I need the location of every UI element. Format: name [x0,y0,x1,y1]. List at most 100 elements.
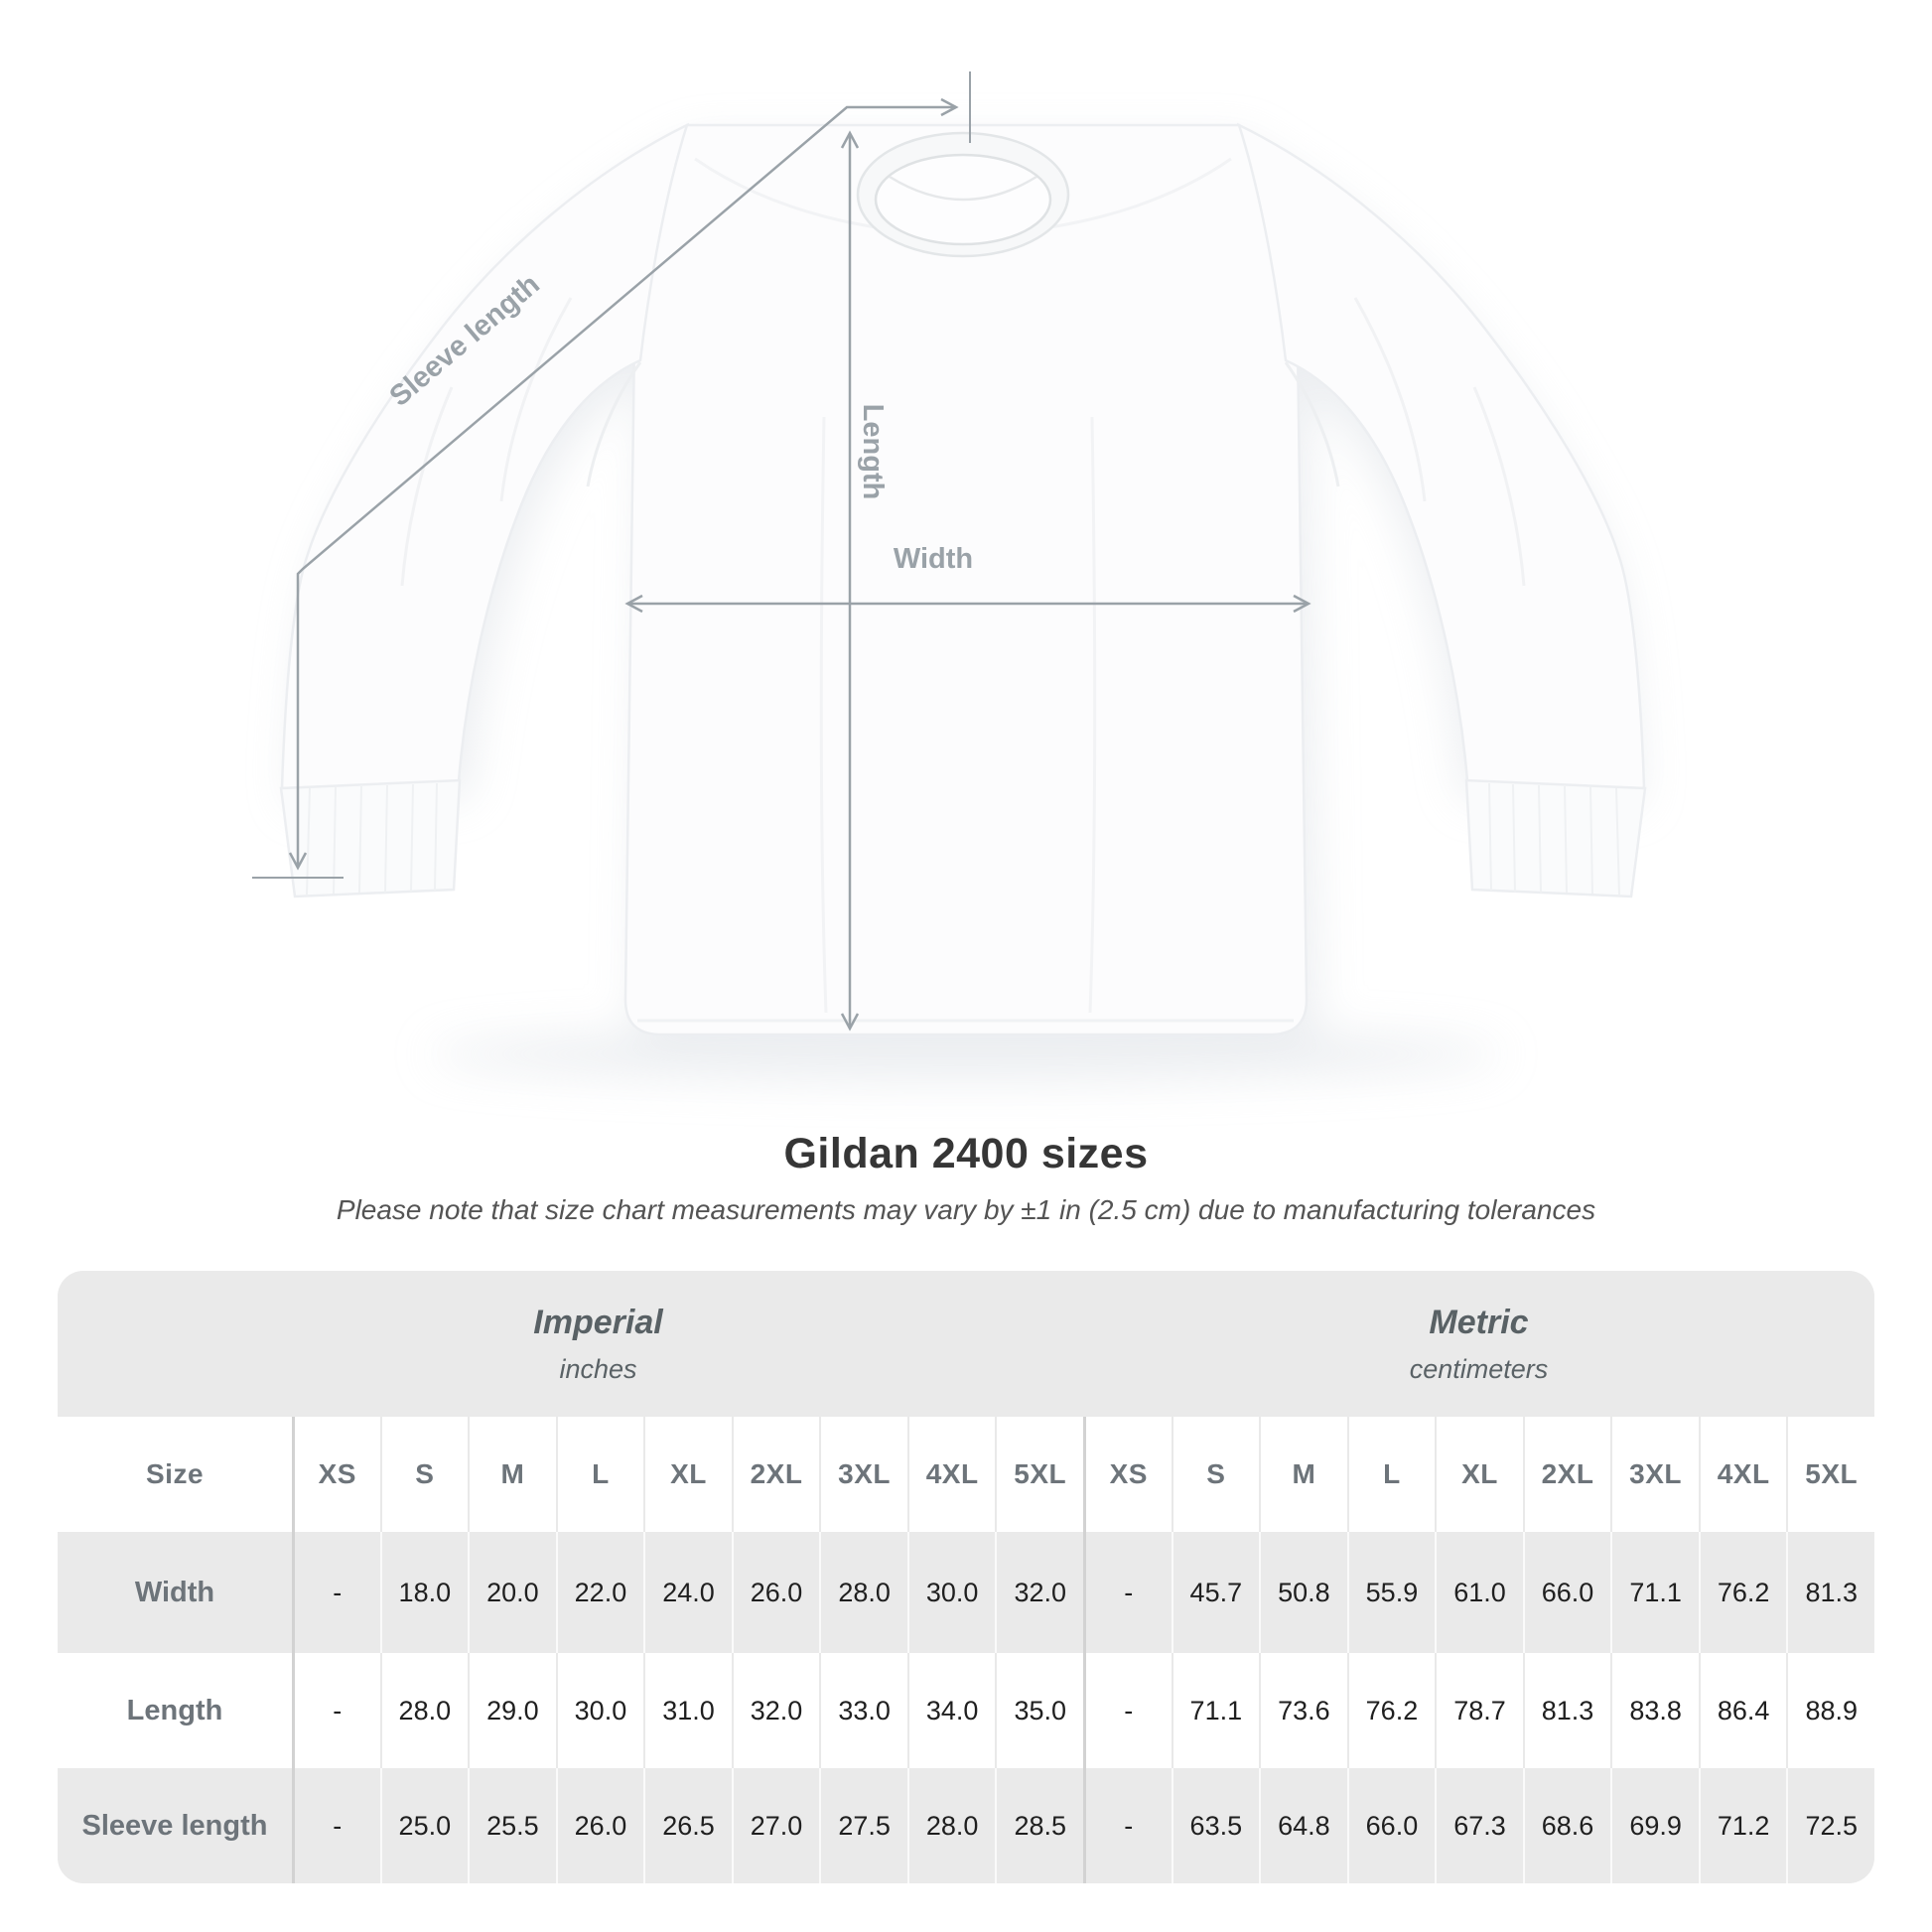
cell-value: - [292,1768,380,1883]
cell-value: 63.5 [1171,1768,1260,1883]
column-header-imperial: 3XL [819,1417,907,1532]
column-header-metric: XS [1083,1417,1172,1532]
page-subtitle: Please note that size chart measurements… [336,1194,1596,1225]
cell-value: 88.9 [1786,1653,1874,1768]
cell-value: 32.0 [995,1532,1083,1653]
column-header-imperial: XS [292,1417,380,1532]
column-header-imperial: 5XL [995,1417,1083,1532]
shirt-measurement-figure: Sleeve length Length Width [252,71,1647,1080]
cell-value: 71.1 [1610,1532,1699,1653]
column-header-imperial: L [555,1417,644,1532]
cell-value: 76.2 [1698,1532,1787,1653]
cell-value: 72.5 [1786,1768,1874,1883]
cell-value: 24.0 [643,1532,732,1653]
cell-value: 83.8 [1610,1653,1699,1768]
column-header-imperial: 4XL [906,1417,996,1532]
imperial-unit-label: inches [559,1353,637,1384]
cell-value: 81.3 [1522,1653,1611,1768]
cell-value: 30.0 [555,1653,644,1768]
cell-value: 28.0 [819,1532,907,1653]
column-header-imperial: 2XL [731,1417,820,1532]
cell-value: 69.9 [1610,1768,1699,1883]
cell-value: 34.0 [906,1653,996,1768]
cell-value: 28.0 [906,1768,996,1883]
column-header-imperial: M [468,1417,556,1532]
imperial-label: Imperial [533,1303,663,1341]
cell-value: 25.0 [379,1768,469,1883]
cell-value: 67.3 [1435,1768,1523,1883]
column-header-metric: 2XL [1522,1417,1611,1532]
column-header-imperial: XL [643,1417,732,1532]
column-header-metric: L [1346,1417,1436,1532]
cell-value: 71.1 [1171,1653,1260,1768]
title-block: Gildan 2400 sizes Please note that size … [0,1128,1932,1227]
size-column-header: Size [145,1458,205,1489]
cell-value: - [1083,1532,1172,1653]
cell-value: 30.0 [906,1532,996,1653]
row-label: Length [126,1694,223,1726]
cell-value: - [292,1653,380,1768]
shirt-body [623,123,1309,1036]
width-label: Width [894,543,973,575]
cell-value: 32.0 [731,1653,820,1768]
cell-value: 68.6 [1522,1768,1611,1883]
table-row: Length -28.0 29.0 30.0 31.0 32.0 33.0 34.0 35.0-… [58,1653,1874,1768]
metric-unit-label: centimeters [1409,1353,1549,1384]
cell-value: 25.5 [468,1768,556,1883]
shirt-left-sleeve [279,123,689,898]
cell-value: 66.0 [1522,1532,1611,1653]
column-header-metric: 3XL [1610,1417,1699,1532]
cell-value: 64.8 [1259,1768,1347,1883]
column-header-metric: 4XL [1698,1417,1787,1532]
table-row: Width -18.0 20.0 22.0 24.0 26.0 28.0 30.0 32.0-4… [58,1532,1874,1653]
cell-value: 31.0 [643,1653,732,1768]
size-table: Imperial inches Metric centimeters Size X… [58,1271,1874,1883]
table-row: Size XS S M L XL 2XL 3XL 4XL 5XL XS S M L XL 2XL 3XL 4XL 5… [58,1417,1874,1532]
metric-group-header: Metric centimeters [1083,1271,1874,1417]
cell-value: - [1083,1653,1172,1768]
table-grid: Size XS S M L XL 2XL 3XL 4XL 5XL XS S M L XL 2XL 3XL 4XL 5… [58,1417,1874,1883]
cell-value: 26.5 [643,1768,732,1883]
cell-value: 28.5 [995,1768,1083,1883]
cell-value: - [1083,1768,1172,1883]
column-header-metric: 5XL [1786,1417,1874,1532]
shirt-collar [856,131,1070,258]
length-label: Length [857,404,889,500]
sleeve-length-arrow [288,97,959,871]
cell-value: 73.6 [1259,1653,1347,1768]
column-header-imperial: S [379,1417,469,1532]
unit-group-band: Imperial inches Metric centimeters [58,1271,1874,1417]
cell-value: 35.0 [995,1653,1083,1768]
cell-value: 78.7 [1435,1653,1523,1768]
cell-value: 86.4 [1698,1653,1787,1768]
row-label: Width [134,1576,215,1608]
cell-value: 45.7 [1171,1532,1260,1653]
cell-value: 28.0 [379,1653,469,1768]
shirt-illustration: Sleeve length Length Width [252,71,1647,1080]
cell-value: 27.5 [819,1768,907,1883]
column-header-metric: M [1259,1417,1347,1532]
column-header-metric: XL [1435,1417,1523,1532]
imperial-group-header: Imperial inches [58,1271,1083,1417]
cell-value: 20.0 [468,1532,556,1653]
cell-value: 27.0 [731,1768,820,1883]
measurement-arrows [252,71,1311,1032]
cell-value: 33.0 [819,1653,907,1768]
row-label: Sleeve length [81,1809,268,1842]
cell-value: - [292,1532,380,1653]
metric-label: Metric [1429,1303,1529,1341]
cell-value: 76.2 [1346,1653,1436,1768]
cell-value: 81.3 [1786,1532,1874,1653]
cell-value: 61.0 [1435,1532,1523,1653]
cell-value: 18.0 [379,1532,469,1653]
table-row: Sleeve length -25.0 25.5 26.0 26.5 27.0 27.5 28… [58,1768,1874,1883]
cell-value: 26.0 [555,1768,644,1883]
cell-value: 55.9 [1346,1532,1436,1653]
cell-value: 29.0 [468,1653,556,1768]
cell-value: 50.8 [1259,1532,1347,1653]
cell-value: 66.0 [1346,1768,1436,1883]
page-title: Gildan 2400 sizes [783,1130,1149,1177]
cell-value: 22.0 [555,1532,644,1653]
column-header-metric: S [1171,1417,1260,1532]
